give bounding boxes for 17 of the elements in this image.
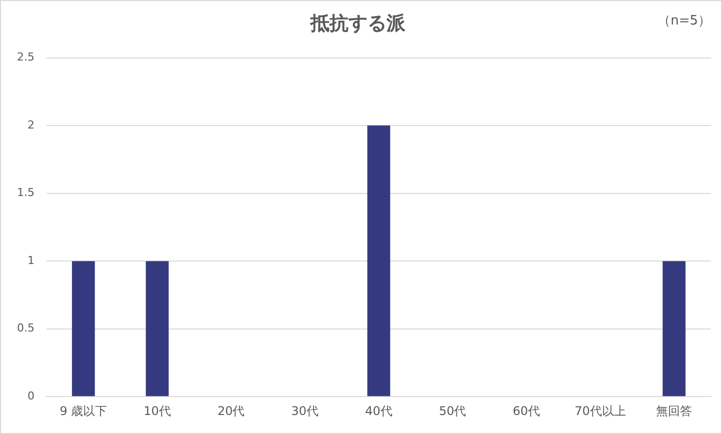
chart-title: 抵抗する派 bbox=[310, 12, 406, 34]
x-tick-label: 70代以上 bbox=[574, 404, 626, 418]
y-tick-label: 1.5 bbox=[16, 186, 34, 200]
x-tick-label: 9 歳以下 bbox=[60, 404, 108, 418]
x-tick-label: 60代 bbox=[512, 404, 540, 418]
x-tick-label: 50代 bbox=[438, 404, 466, 418]
y-tick-label: 0.5 bbox=[16, 322, 34, 335]
y-tick-label: 1 bbox=[27, 254, 34, 267]
x-tick-label: 30代 bbox=[291, 404, 319, 418]
y-tick-label: 2 bbox=[27, 118, 34, 132]
x-tick-label: 10代 bbox=[144, 404, 171, 418]
y-tick-label: 0 bbox=[27, 389, 34, 402]
x-tick-label: 無回答 bbox=[656, 404, 692, 418]
y-tick-label: 2.5 bbox=[16, 50, 34, 64]
x-tick-label: 40代 bbox=[365, 404, 392, 418]
text: （n=5） bbox=[658, 13, 711, 28]
x-tick-label: 20代 bbox=[217, 404, 245, 418]
